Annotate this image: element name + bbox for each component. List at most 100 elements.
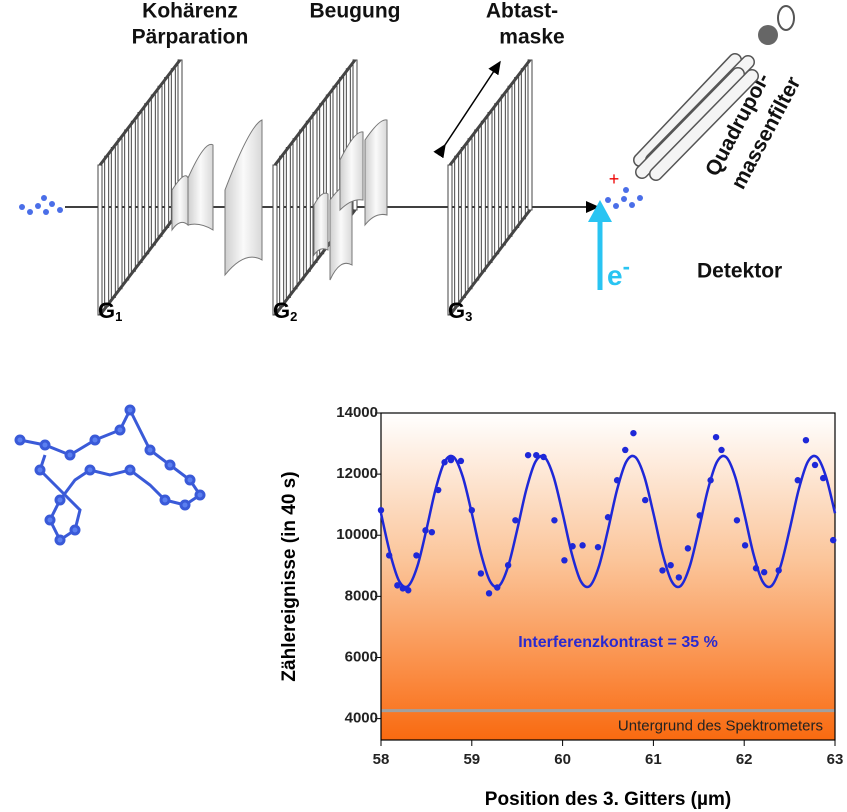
data-point — [447, 456, 455, 464]
data-point — [829, 536, 837, 544]
data-point — [485, 590, 493, 597]
data-point — [712, 433, 720, 441]
label: Kohärenz — [142, 0, 238, 23]
data-point — [675, 574, 683, 581]
grating-label: G3 — [448, 298, 472, 325]
y-tick-label: 12000 — [336, 465, 378, 482]
grating-frame — [448, 209, 532, 316]
grating-letter: G — [273, 298, 290, 323]
grating-bar — [299, 129, 305, 281]
shift-arrow — [433, 60, 501, 159]
grating-bar — [117, 138, 123, 290]
grating-frame — [273, 59, 357, 166]
label: Beugung — [310, 0, 401, 23]
quadrupole — [633, 5, 795, 181]
grating-bar — [474, 129, 480, 281]
data-point — [477, 570, 485, 577]
grating-bar — [272, 164, 278, 316]
label: maske — [499, 26, 564, 49]
grating-bar — [487, 112, 493, 263]
diffraction-sheets — [171, 119, 388, 281]
grating-bar — [480, 120, 486, 272]
x-tick-label: 58 — [373, 751, 390, 768]
grating-bar — [292, 138, 298, 290]
x-tick-label: 59 — [463, 751, 480, 768]
y-tick-label: 4000 — [345, 710, 378, 727]
grating-label: G2 — [273, 298, 297, 325]
grating-bar — [157, 85, 163, 237]
data-point — [561, 557, 568, 564]
background-label: Untergrund des Spektrometers — [618, 718, 823, 735]
data-point — [428, 528, 436, 536]
y-axis-label: Zählereignisse (in 40 s) — [279, 471, 300, 681]
grating-bar — [130, 120, 136, 272]
data-point — [741, 542, 749, 549]
data-point — [377, 506, 385, 514]
y-tick-label: 10000 — [336, 526, 378, 543]
grating-bar — [514, 77, 520, 228]
x-axis-label: Position des 3. Gitters (µm) — [485, 789, 731, 810]
grating-bar — [285, 147, 291, 298]
y-tick-label: 6000 — [345, 648, 378, 665]
y-tick-label: 14000 — [336, 404, 378, 421]
grating-bar — [104, 155, 110, 307]
annotation: Interferenzkontrast = 35 % — [518, 634, 718, 651]
grating-bar — [110, 147, 116, 298]
grating-bar — [279, 155, 285, 307]
grating: G3 — [447, 59, 533, 325]
fit-line — [379, 454, 837, 589]
grating-letter: G — [448, 298, 465, 323]
grating-bar — [507, 85, 513, 237]
x-tick-label: 63 — [827, 751, 844, 768]
grating: G1 — [97, 59, 183, 325]
data-point — [394, 582, 401, 589]
grating-bar — [150, 94, 156, 246]
grating-bar — [467, 138, 473, 290]
grating-bar — [305, 120, 311, 272]
data-point — [802, 436, 810, 444]
grating-frame — [98, 209, 182, 316]
data-point — [794, 477, 801, 484]
chart: Untergrund des Spektrometers Interferenzk… — [279, 404, 843, 810]
data-point — [551, 517, 558, 524]
data-point — [733, 517, 741, 524]
data-point — [413, 552, 420, 559]
grating-label: G1 — [98, 298, 122, 325]
data-point — [760, 569, 768, 576]
grating-index: 1 — [115, 309, 122, 324]
data-point — [524, 451, 532, 459]
data-point — [579, 542, 586, 549]
plot-frame — [380, 412, 836, 741]
electron-label: e- — [607, 254, 630, 292]
label: Pärparation — [132, 26, 249, 49]
molecule-model — [14, 404, 206, 546]
molecule-icon — [19, 187, 643, 215]
grating-bar — [454, 155, 460, 307]
grating-index: 2 — [290, 309, 297, 324]
grating-frame — [98, 59, 182, 166]
data-point — [659, 567, 666, 574]
data-point — [630, 429, 637, 437]
x-tick-label: 60 — [554, 751, 571, 768]
grating-bar — [447, 164, 453, 316]
data-point — [594, 543, 602, 551]
electron-arrow-head — [588, 200, 612, 222]
charge: + — [609, 169, 620, 189]
data-point — [718, 446, 725, 454]
data-point — [457, 457, 465, 465]
data-point — [512, 517, 519, 524]
data-point — [405, 587, 412, 594]
x-tick-label: 62 — [736, 751, 753, 768]
grating-bar — [144, 103, 150, 255]
y-tick-label: 8000 — [345, 587, 378, 604]
grating-bar — [164, 77, 170, 228]
grating-letter: G — [98, 298, 115, 323]
grating-index: 3 — [465, 309, 472, 324]
grating-bar — [500, 94, 506, 246]
data-point — [667, 561, 674, 569]
data-point — [811, 461, 819, 469]
x-tick-label: 61 — [645, 751, 662, 768]
grating-bar — [124, 129, 130, 281]
grating-bar — [494, 103, 500, 255]
